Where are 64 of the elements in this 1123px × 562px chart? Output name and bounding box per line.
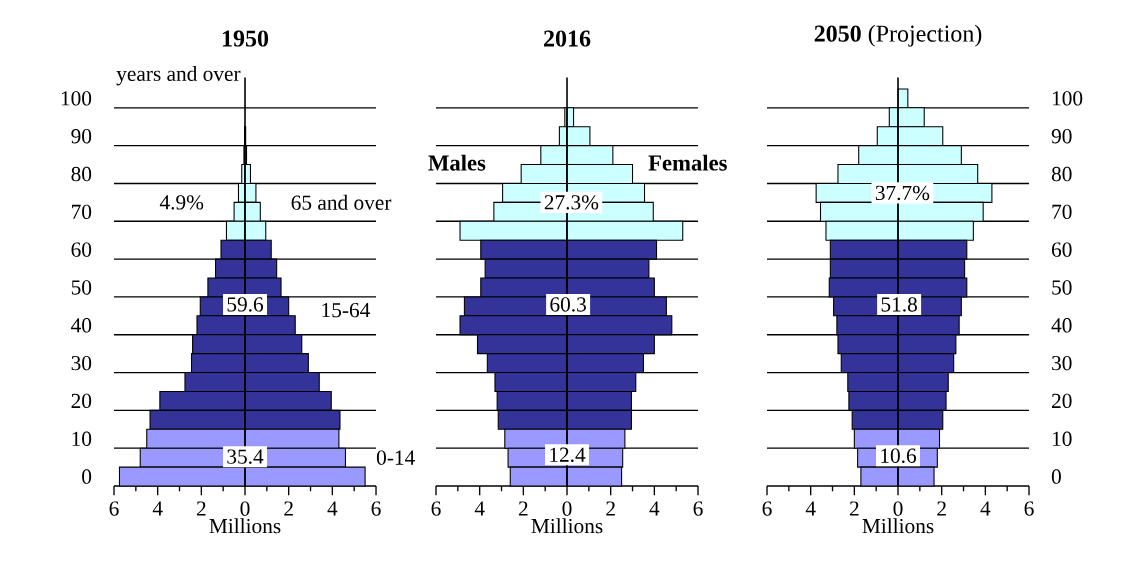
x-tick-label: 4: [980, 501, 991, 516]
x-tick-label: 4: [152, 501, 163, 516]
annotation: years and over: [116, 65, 241, 86]
x-tick-label: 4: [805, 501, 816, 516]
annotation: 15-64: [322, 302, 370, 318]
y-tick-label: 20: [1052, 393, 1072, 409]
annotation: 65 and over: [291, 194, 392, 210]
y-tick-label: 20: [71, 393, 92, 409]
annotation: 59.6: [227, 297, 264, 312]
annotation: 10.6: [881, 448, 917, 463]
x-tick-label: 6: [109, 501, 119, 516]
annotation: 12.4: [550, 447, 586, 463]
y-tick-label: 0: [1051, 469, 1061, 484]
x-tick-label: 6: [693, 501, 703, 516]
y-tick-label: 60: [1051, 242, 1072, 257]
y-tick-label: 10: [72, 431, 92, 446]
y-tick-label: 30: [71, 355, 92, 371]
x-axis-title: Millions: [531, 518, 603, 534]
y-tick-label: 40: [1051, 318, 1072, 333]
x-axis-title: Millions: [209, 518, 281, 534]
y-tick-label: 80: [71, 166, 92, 182]
x-tick-label: 2: [196, 501, 206, 516]
annotation: 27.3%: [544, 195, 599, 210]
annotation: 51.8: [881, 297, 917, 312]
y-tick-label: 70: [72, 204, 92, 220]
series-label: Males: [428, 154, 486, 171]
y-tick-label: 100: [1052, 91, 1083, 106]
y-tick-label: 70: [1052, 204, 1072, 220]
x-tick-label: 2: [937, 501, 946, 516]
series-label: Females: [648, 154, 727, 171]
x-tick-label: 4: [327, 501, 338, 516]
annotation: 35.4: [227, 449, 264, 464]
x-tick-label: 0: [240, 501, 250, 516]
y-tick-label: 100: [61, 91, 92, 106]
annotation: 4.9%: [159, 195, 204, 210]
chart-title: 2016: [544, 30, 591, 47]
y-tick-label: 90: [71, 129, 92, 144]
y-tick-label: 90: [1051, 129, 1072, 144]
x-tick-label: 6: [762, 501, 772, 516]
text: 0-14: [376, 450, 415, 465]
x-tick-label: 2: [518, 501, 528, 516]
x-tick-label: 2: [284, 501, 293, 516]
y-tick-label: 50: [71, 280, 92, 295]
chart-title: 1950: [222, 30, 269, 47]
x-tick-label: 4: [649, 501, 660, 516]
x-tick-label: 2: [849, 501, 859, 516]
x-tick-label: 0: [893, 501, 903, 516]
y-tick-label: 40: [71, 318, 92, 333]
annotation: 37.7%: [875, 185, 930, 201]
chart-title: 2050 (Projection): [814, 24, 982, 47]
x-tick-label: 2: [606, 501, 615, 516]
x-tick-label: 6: [431, 501, 441, 516]
x-tick-label: 6: [371, 501, 381, 516]
x-tick-label: 4: [474, 501, 485, 516]
y-tick-label: 0: [82, 469, 92, 484]
y-tick-label: 50: [1052, 280, 1072, 295]
x-axis-title: Millions: [862, 518, 934, 534]
y-tick-label: 80: [1051, 166, 1072, 182]
annotation: 60.3: [550, 297, 586, 312]
x-tick-label: 0: [562, 501, 572, 516]
y-tick-label: 30: [1052, 355, 1072, 371]
x-tick-label: 6: [1024, 501, 1034, 516]
y-tick-label: 10: [1052, 431, 1072, 446]
y-tick-label: 60: [71, 242, 92, 257]
